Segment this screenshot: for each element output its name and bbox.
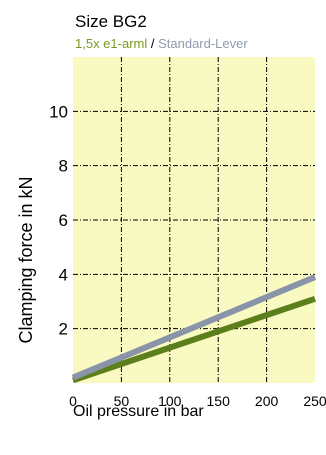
grid <box>73 57 315 383</box>
y-tick-label-4: 4 <box>59 265 68 284</box>
series-line-2 <box>71 274 317 381</box>
y-tick-label-10: 10 <box>49 102 68 121</box>
x-tick-label-50: 50 <box>114 393 130 409</box>
y-tick-label-6: 6 <box>59 211 68 230</box>
tick-labels: 0 50 100 150 200 250 2 4 6 8 10 <box>49 102 326 409</box>
series-lines <box>71 274 317 384</box>
x-tick-label-0: 0 <box>69 393 77 409</box>
x-tick-label-250: 250 <box>303 393 326 409</box>
y-tick-label-2: 2 <box>59 320 68 339</box>
subtitle-separator: / <box>147 36 158 51</box>
x-tick-label-200: 200 <box>255 393 279 409</box>
y-axis-label: Clamping force in kN <box>16 176 36 343</box>
chart-subtitle: 1,5x e1-arml / Standard-Lever <box>75 36 248 51</box>
x-tick-label-100: 100 <box>158 393 182 409</box>
subtitle-standard-lever: Standard-Lever <box>158 36 248 51</box>
y-tick-label-8: 8 <box>59 157 68 176</box>
x-tick-label-150: 150 <box>207 393 231 409</box>
x-axis-label: Oil pressure in bar <box>73 403 204 420</box>
series-line-1 <box>72 295 316 384</box>
chart-title: Size BG2 <box>75 12 147 31</box>
subtitle-arml: 1,5x e1-arml <box>75 36 147 51</box>
